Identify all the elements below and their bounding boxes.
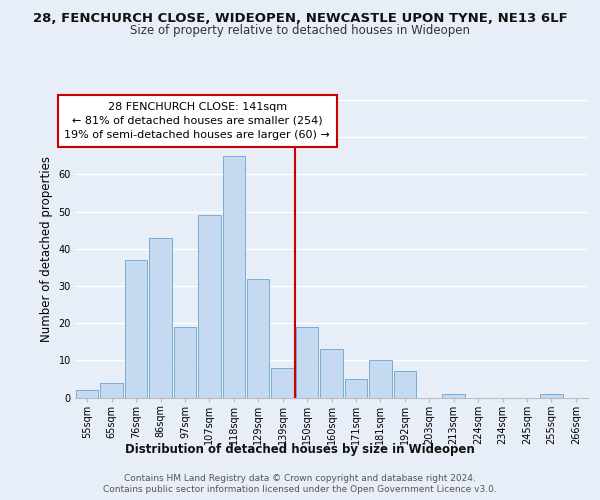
Bar	[442, 394, 465, 398]
Bar	[198, 216, 221, 398]
Bar	[320, 349, 343, 398]
Bar	[296, 327, 319, 398]
Bar	[100, 382, 123, 398]
Bar	[394, 372, 416, 398]
Bar	[247, 278, 269, 398]
Bar	[125, 260, 148, 398]
Bar	[369, 360, 392, 398]
Text: 28, FENCHURCH CLOSE, WIDEOPEN, NEWCASTLE UPON TYNE, NE13 6LF: 28, FENCHURCH CLOSE, WIDEOPEN, NEWCASTLE…	[32, 12, 568, 26]
Text: Distribution of detached houses by size in Wideopen: Distribution of detached houses by size …	[125, 442, 475, 456]
Bar	[223, 156, 245, 398]
Bar	[540, 394, 563, 398]
Bar	[149, 238, 172, 398]
Y-axis label: Number of detached properties: Number of detached properties	[40, 156, 53, 342]
Bar	[173, 327, 196, 398]
Text: Contains HM Land Registry data © Crown copyright and database right 2024.: Contains HM Land Registry data © Crown c…	[124, 474, 476, 483]
Bar	[76, 390, 98, 398]
Text: Size of property relative to detached houses in Wideopen: Size of property relative to detached ho…	[130, 24, 470, 37]
Bar	[344, 379, 367, 398]
Text: Contains public sector information licensed under the Open Government Licence v3: Contains public sector information licen…	[103, 485, 497, 494]
Text: 28 FENCHURCH CLOSE: 141sqm
← 81% of detached houses are smaller (254)
19% of sem: 28 FENCHURCH CLOSE: 141sqm ← 81% of deta…	[64, 102, 330, 140]
Bar	[271, 368, 294, 398]
